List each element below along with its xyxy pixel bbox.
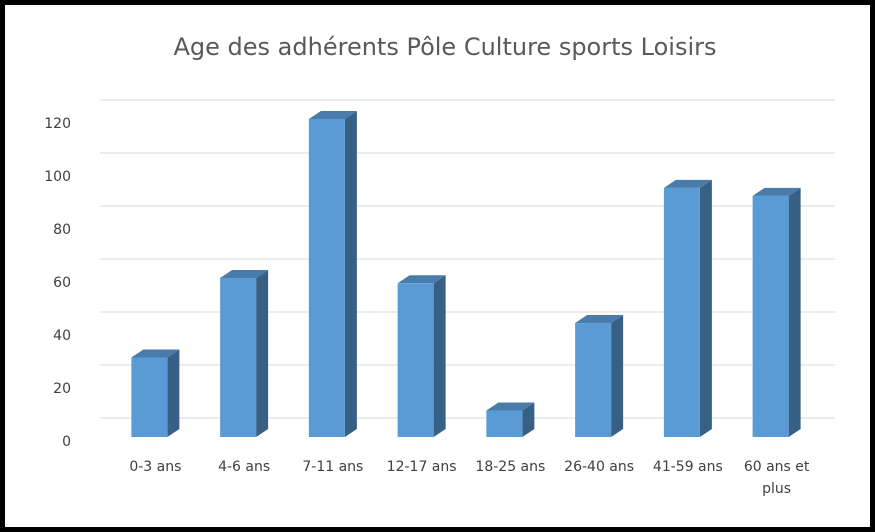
bar-top xyxy=(308,111,357,119)
bar xyxy=(486,410,523,437)
bar xyxy=(397,283,434,437)
bar xyxy=(752,195,789,437)
bar-side xyxy=(699,179,712,437)
bar-top xyxy=(397,275,446,284)
bar-top xyxy=(575,315,624,324)
y-tick-label: 60 xyxy=(53,275,71,291)
chart-title: Age des adhérents Pôle Culture sports Lo… xyxy=(174,33,717,61)
bar-side xyxy=(344,111,357,437)
bar xyxy=(131,357,168,437)
bar-side xyxy=(611,315,624,437)
x-tick-label: 12-17 ans xyxy=(386,459,457,475)
x-tick-label: 26-40 ans xyxy=(564,459,635,475)
bar-top xyxy=(486,402,535,411)
bar-top xyxy=(220,270,269,278)
y-tick-label: 0 xyxy=(62,434,71,450)
x-tick-label: 41-59 ans xyxy=(652,459,723,475)
bar-side xyxy=(788,187,801,437)
y-tick-label: 20 xyxy=(53,381,71,397)
bar xyxy=(220,278,257,437)
bar xyxy=(308,119,345,437)
y-tick-label: 120 xyxy=(44,116,71,132)
bar xyxy=(663,187,700,437)
x-tick-label: 60 ans et plus xyxy=(743,459,810,497)
bar-top xyxy=(752,187,801,196)
x-tick-label: 18-25 ans xyxy=(475,459,546,475)
y-tick-label: 80 xyxy=(53,222,71,238)
bar xyxy=(575,323,612,437)
y-tick-label: 40 xyxy=(53,328,71,344)
bar-side xyxy=(433,275,446,437)
y-tick-label: 100 xyxy=(44,169,71,185)
bar-top xyxy=(131,349,180,358)
bar-side xyxy=(167,349,180,437)
chart: Age des adhérents Pôle Culture sports Lo… xyxy=(44,33,835,450)
bar-side xyxy=(256,270,269,437)
bar-top xyxy=(663,179,712,188)
x-tick-label: 4-6 ans xyxy=(218,459,271,475)
x-tick-label: 0-3 ans xyxy=(129,459,182,475)
x-tick-label: 7-11 ans xyxy=(302,459,364,475)
bar-side xyxy=(522,402,535,437)
